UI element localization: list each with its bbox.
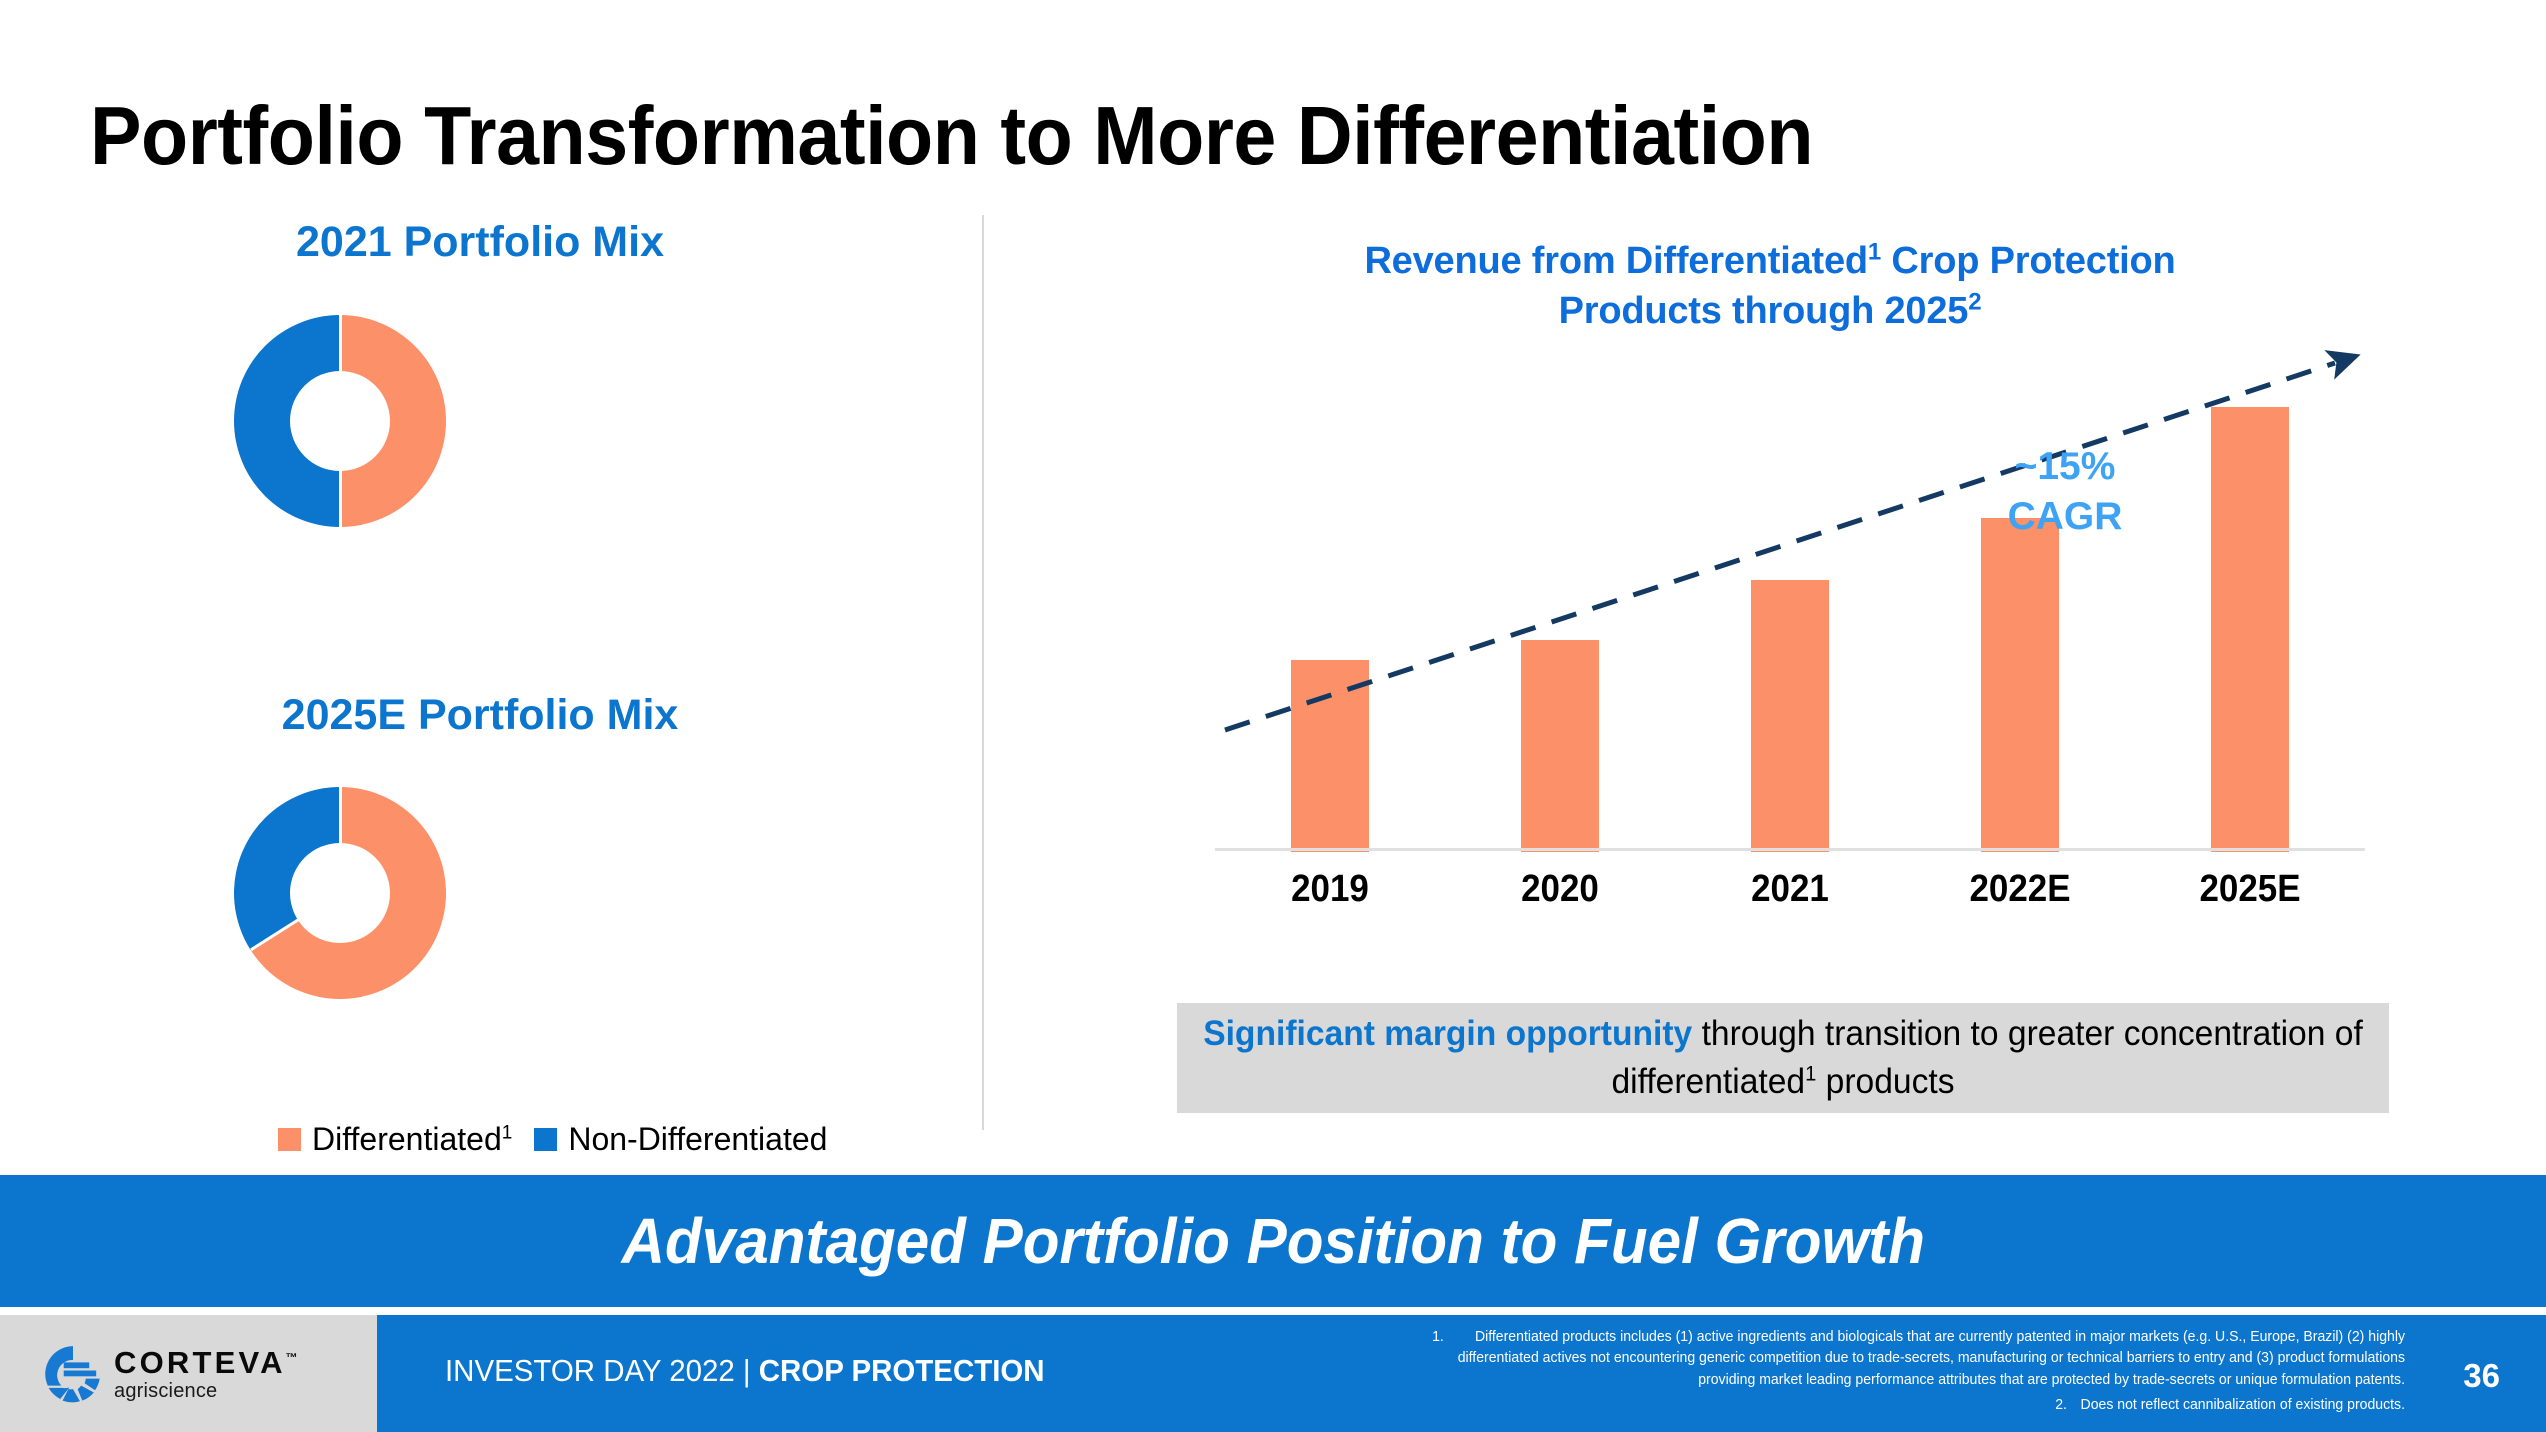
footer-blue-pane: INVESTOR DAY 2022 | CROP PROTECTION 1. D…: [377, 1315, 2546, 1432]
bar-chart-plot-area: [1215, 360, 2365, 852]
chart-title-footnote-2: 2: [1968, 288, 1982, 316]
corteva-logo: CORTEVA™ agriscience: [44, 1345, 298, 1403]
callout-body: through transition to greater concentrat…: [1611, 1013, 2363, 1101]
page-number: 36: [2463, 1357, 2500, 1394]
donut-slice-separator: [338, 787, 342, 843]
margin-opportunity-callout: Significant margin opportunity through t…: [1177, 1003, 2389, 1113]
footnote-list: 1. Differentiated products includes (1) …: [1432, 1327, 2405, 1417]
legend-item-non-differentiated: Non-Differentiated: [534, 1121, 827, 1158]
legend-label-non-differentiated: Non-Differentiated: [568, 1121, 828, 1157]
callout-text: Significant margin opportunity through t…: [1201, 1010, 2365, 1107]
footnote-text: Does not reflect cannibalization of exis…: [2080, 1397, 2405, 1414]
slide-footer: CORTEVA™ agriscience INVESTOR DAY 2022 |…: [0, 1315, 2546, 1432]
square-swatch-orange-icon: [278, 1128, 301, 1151]
donut-slice-separator: [338, 471, 342, 527]
cagr-value: ~15%: [2014, 445, 2116, 488]
cagr-caption: CAGR: [2007, 494, 2123, 538]
takeaway-banner: Advantaged Portfolio Position to Fuel Gr…: [0, 1175, 2546, 1307]
callout-footnote-ref: 1: [1805, 1062, 1817, 1086]
footer-logo-pane: CORTEVA™ agriscience: [0, 1315, 377, 1432]
page-title: Portfolio Transformation to More Differe…: [90, 89, 1814, 182]
chart-title-footnote-1: 1: [1867, 238, 1882, 266]
chart-title-part-2: Crop Protection: [1881, 240, 2176, 282]
bar-2022e: [1981, 518, 2059, 852]
bar-2020: [1521, 639, 1599, 852]
bar-2019: [1291, 660, 1369, 852]
square-swatch-blue-icon: [534, 1128, 558, 1151]
donut-chart-2021: [234, 315, 446, 527]
legend-label-differentiated: Differentiated1: [312, 1121, 513, 1157]
corteva-name: CORTEVA™: [114, 1344, 298, 1380]
footnote-item: 1. Differentiated products includes (1) …: [1432, 1327, 2405, 1391]
x-axis-label-2025e: 2025E: [2199, 868, 2301, 910]
donut-slice-separator: [338, 315, 342, 371]
chart-title-part-3: Products through 2025: [1558, 290, 1969, 333]
footer-event-name: INVESTOR DAY 2022 |: [445, 1353, 759, 1388]
callout-tail: products: [1816, 1062, 1955, 1101]
bar-chart-title: Revenue from Differentiated1 Crop Protec…: [1120, 236, 2420, 336]
chart-title-part-1: Revenue from Differentiated: [1364, 240, 1868, 282]
donut-2025-title: 2025E Portfolio Mix: [281, 691, 679, 739]
donut-hole: [290, 371, 390, 471]
footnote-number: 1.: [1432, 1329, 1444, 1345]
donut-slice-separator: [249, 918, 299, 952]
callout-highlight: Significant margin opportunity: [1203, 1013, 1693, 1053]
corteva-emblem-icon: [45, 1345, 100, 1402]
footer-section-name: CROP PROTECTION: [758, 1353, 1045, 1388]
x-axis-label-2021: 2021: [1751, 868, 1829, 910]
cagr-annotation: ~15% CAGR: [1950, 442, 2180, 542]
footer-eyebrow: INVESTOR DAY 2022 | CROP PROTECTION: [445, 1353, 1045, 1389]
corteva-wordmark: CORTEVA™ agriscience: [114, 1347, 298, 1401]
bar-chart-x-axis: 2019 2020 2021 2022E 2025E: [1215, 868, 2365, 920]
bar-2025e: [2211, 407, 2289, 852]
corteva-tagline: agriscience: [114, 1379, 218, 1402]
donut-chart-2025e: [234, 787, 446, 999]
donut-hole: [290, 843, 390, 943]
takeaway-banner-text: Advantaged Portfolio Position to Fuel Gr…: [621, 1205, 1925, 1277]
portfolio-legend: Differentiated1 Non-Differentiated: [278, 1121, 827, 1158]
trademark-icon: ™: [285, 1350, 298, 1365]
donut-2021-title: 2021 Portfolio Mix: [296, 218, 664, 266]
footnote-item: 2. Does not reflect cannibalization of e…: [1432, 1395, 2405, 1416]
column-divider: [982, 215, 984, 1130]
x-axis-label-2022e: 2022E: [1969, 868, 2071, 910]
footnote-text: Differentiated products includes (1) act…: [1457, 1329, 2405, 1388]
bar-2021: [1751, 579, 1829, 852]
x-axis-label-2020: 2020: [1521, 868, 1599, 910]
chart-baseline-axis: [1215, 848, 2365, 851]
x-axis-label-2019: 2019: [1291, 868, 1369, 910]
legend-item-differentiated: Differentiated1: [278, 1121, 512, 1158]
footnote-number: 2.: [2055, 1397, 2067, 1414]
